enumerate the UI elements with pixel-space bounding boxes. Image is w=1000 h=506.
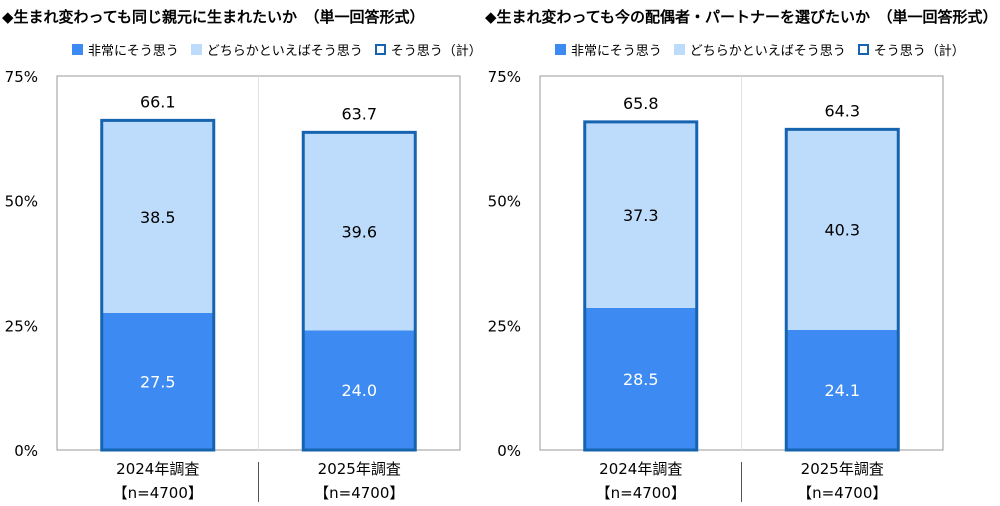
legend-label: どちらかといえばそう思う (206, 44, 363, 59)
bar-total-outline (100, 118, 216, 452)
y-tick-label: 75% (488, 68, 521, 86)
legend-label: そう思う（計） (390, 44, 482, 59)
legend-swatch-light (673, 44, 685, 55)
legend: 非常にそう思う どちらかといえばそう思う そう思う（計） (72, 40, 482, 59)
legend: 非常にそう思う どちらかといえばそう思う そう思う（計） (555, 40, 965, 59)
bar-total-outline (583, 120, 699, 452)
legend-swatch-light (190, 44, 202, 55)
data-label-total: 66.1 (140, 92, 176, 111)
chart-panel-right: ◆生まれ変わっても今の配偶者・パートナーを選びたいか （単一回答形式） 非常にそ… (483, 0, 998, 506)
bar-segment-somewhat-agree (303, 132, 416, 331)
y-tick-label: 0% (497, 442, 521, 460)
chart-title: ◆生まれ変わっても今の配偶者・パートナーを選びたいか （単一回答形式） (485, 8, 998, 26)
legend-label: どちらかといえばそう思う (689, 44, 846, 59)
bar-segment-strongly-agree (584, 307, 697, 450)
legend-swatch-outline (374, 44, 386, 55)
legend-swatch-outline (857, 44, 869, 55)
data-label-somewhat-agree: 37.3 (623, 206, 659, 225)
data-label-total: 65.8 (623, 94, 659, 113)
legend-label: 非常にそう思う (88, 44, 179, 59)
bar-chart: 0%25%50%75%27.538.566.12024年調査【n=4700】24… (5, 68, 461, 502)
legend-item-somewhat-agree: どちらかといえばそう思う (673, 40, 846, 59)
data-label-somewhat-agree: 39.6 (341, 223, 377, 242)
bar-segment-strongly-agree (101, 312, 214, 450)
data-label-somewhat-agree: 38.5 (140, 208, 176, 227)
legend-item-total: そう思う（計） (374, 40, 482, 59)
chart-title: ◆生まれ変わっても同じ親元に生まれたいか （単一回答形式） (2, 8, 425, 26)
legend-label: 非常にそう思う (571, 44, 662, 59)
x-tick-label: 2025年調査 (801, 460, 884, 478)
bar-segment-somewhat-agree (786, 128, 899, 330)
bar-segment-strongly-agree (786, 329, 899, 450)
data-label-strongly-agree: 28.5 (623, 370, 659, 389)
bar-chart: 0%25%50%75%28.537.365.82024年調査【n=4700】24… (488, 68, 944, 502)
x-tick-label: 2025年調査 (318, 460, 401, 478)
y-tick-label: 25% (5, 317, 38, 335)
bar-segment-somewhat-agree (101, 120, 214, 313)
x-tick-label: 2024年調査 (599, 460, 682, 478)
legend-label: そう思う（計） (873, 44, 965, 59)
legend-swatch-dark (555, 44, 566, 55)
x-tick-note: 【n=4700】 (596, 484, 686, 502)
y-tick-label: 50% (488, 193, 521, 211)
data-label-total: 63.7 (341, 104, 377, 123)
x-tick-note: 【n=4700】 (113, 484, 203, 502)
x-tick-note: 【n=4700】 (314, 484, 404, 502)
bar-total-outline (784, 127, 900, 452)
bar-total-outline (301, 130, 417, 452)
y-tick-label: 75% (5, 68, 38, 86)
y-tick-label: 25% (488, 317, 521, 335)
chart-panel-left: ◆生まれ変わっても同じ親元に生まれたいか （単一回答形式） 非常にそう思う どち… (0, 0, 490, 506)
data-label-strongly-agree: 27.5 (140, 372, 176, 391)
data-label-somewhat-agree: 40.3 (824, 220, 860, 239)
y-tick-label: 0% (14, 442, 38, 460)
x-tick-note: 【n=4700】 (797, 484, 887, 502)
legend-item-somewhat-agree: どちらかといえばそう思う (190, 40, 363, 59)
legend-item-strongly-agree: 非常にそう思う (555, 40, 662, 59)
bar-segment-somewhat-agree (584, 121, 697, 308)
x-tick-label: 2024年調査 (116, 460, 199, 478)
data-label-strongly-agree: 24.1 (824, 381, 860, 400)
legend-item-strongly-agree: 非常にそう思う (72, 40, 179, 59)
legend-swatch-dark (72, 44, 83, 55)
data-label-total: 64.3 (824, 101, 860, 120)
data-label-strongly-agree: 24.0 (341, 381, 377, 400)
legend-item-total: そう思う（計） (857, 40, 965, 59)
bar-segment-strongly-agree (303, 330, 416, 450)
y-tick-label: 50% (5, 193, 38, 211)
